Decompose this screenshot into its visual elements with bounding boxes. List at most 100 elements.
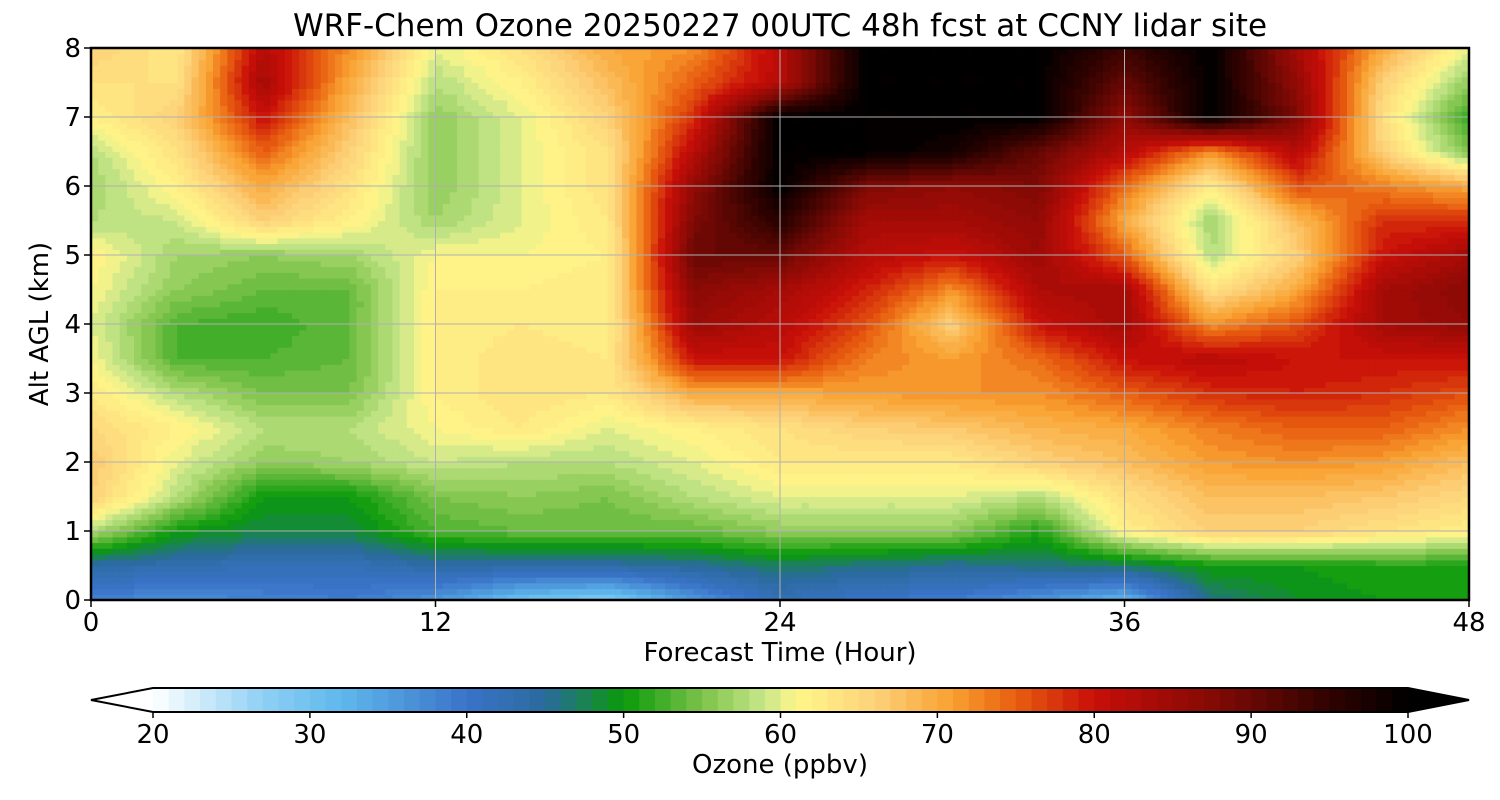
heatmap-cell xyxy=(413,577,422,584)
heatmap-cell xyxy=(148,594,157,600)
heatmap-cell xyxy=(1382,559,1391,567)
heatmap-cell xyxy=(213,496,221,503)
heatmap-cell xyxy=(715,565,724,572)
heatmap-cell xyxy=(1016,496,1025,503)
heatmap-cell xyxy=(385,450,394,457)
heatmap-cell xyxy=(1368,450,1377,457)
heatmap-cell xyxy=(1260,559,1269,567)
heatmap-cell xyxy=(1110,490,1118,498)
heatmap-cell xyxy=(801,467,810,475)
heatmap-cell xyxy=(873,525,882,532)
heatmap-cell xyxy=(256,519,264,526)
heatmap-cell xyxy=(1138,462,1147,469)
heatmap-cell xyxy=(1346,577,1355,584)
heatmap-cell xyxy=(1038,594,1047,600)
heatmap-cell xyxy=(91,559,99,567)
heatmap-cell xyxy=(428,473,437,480)
heatmap-cell xyxy=(284,525,293,532)
heatmap-cell xyxy=(557,559,566,567)
heatmap-cell xyxy=(736,525,745,532)
heatmap-cell xyxy=(256,565,264,572)
heatmap-cell xyxy=(457,479,465,486)
heatmap-cell xyxy=(823,548,831,555)
heatmap-cell xyxy=(98,467,106,475)
heatmap-cell xyxy=(485,450,494,457)
heatmap-cell xyxy=(1174,571,1183,578)
heatmap-cell xyxy=(571,490,580,498)
heatmap-cell xyxy=(1131,502,1140,509)
heatmap-cell xyxy=(758,536,767,544)
heatmap-cell xyxy=(909,525,917,532)
heatmap-cell xyxy=(794,554,803,561)
heatmap-cell xyxy=(392,548,401,555)
heatmap-cell xyxy=(119,565,128,572)
heatmap-cell xyxy=(155,548,164,555)
heatmap-cell xyxy=(313,588,322,595)
heatmap-cell xyxy=(579,594,587,600)
heatmap-cell xyxy=(1447,531,1456,538)
heatmap-cell xyxy=(801,496,810,503)
heatmap-cell xyxy=(1038,485,1047,492)
heatmap-cell xyxy=(335,513,343,521)
heatmap-cell xyxy=(284,456,293,463)
heatmap-cell xyxy=(112,496,121,503)
heatmap-cell xyxy=(399,588,408,595)
heatmap-cell xyxy=(1375,513,1384,521)
heatmap-cell xyxy=(1275,513,1283,521)
heatmap-cell xyxy=(780,559,788,567)
heatmap-cell xyxy=(1088,536,1097,544)
heatmap-cell xyxy=(442,462,451,469)
heatmap-cell xyxy=(851,513,860,521)
heatmap-cell xyxy=(320,467,329,475)
heatmap-cell xyxy=(277,554,286,561)
heatmap-cell xyxy=(457,548,465,555)
heatmap-cell xyxy=(672,508,681,515)
heatmap-cell xyxy=(1375,531,1384,538)
heatmap-cell xyxy=(327,462,336,469)
heatmap-cell xyxy=(507,594,516,600)
heatmap-cell xyxy=(657,554,666,561)
heatmap-cell xyxy=(392,531,401,538)
heatmap-cell xyxy=(213,450,221,457)
heatmap-cell xyxy=(500,473,508,480)
heatmap-cell xyxy=(1461,548,1469,555)
heatmap-cell xyxy=(471,462,480,469)
heatmap-cell xyxy=(256,490,264,498)
heatmap-cell xyxy=(586,554,594,561)
heatmap-cell xyxy=(1181,548,1190,555)
heatmap-cell xyxy=(600,548,609,555)
heatmap-cell xyxy=(1002,577,1011,584)
heatmap-cell xyxy=(636,588,645,595)
heatmap-cell xyxy=(995,519,1004,526)
heatmap-cell xyxy=(435,462,444,469)
heatmap-cell xyxy=(1009,467,1018,475)
heatmap-cell xyxy=(1131,525,1140,532)
heatmap-cell xyxy=(213,467,221,475)
heatmap-cell xyxy=(823,467,831,475)
heatmap-cell xyxy=(787,548,795,555)
heatmap-cell xyxy=(1339,536,1348,544)
heatmap-cell xyxy=(291,502,300,509)
heatmap-cell xyxy=(787,508,795,515)
heatmap-cell xyxy=(449,571,458,578)
heatmap-cell xyxy=(808,473,817,480)
heatmap-cell xyxy=(571,508,580,515)
heatmap-cell xyxy=(758,554,767,561)
heatmap-cell xyxy=(873,456,882,463)
heatmap-cell xyxy=(406,594,415,600)
heatmap-cell xyxy=(988,565,996,572)
heatmap-cell xyxy=(873,496,882,503)
heatmap-cell xyxy=(284,559,293,567)
heatmap-cell xyxy=(1246,525,1255,532)
heatmap-cell xyxy=(119,582,128,590)
heatmap-cell xyxy=(220,462,228,469)
heatmap-cell xyxy=(1016,467,1025,475)
heatmap-cell xyxy=(564,571,573,578)
heatmap-cell xyxy=(514,462,523,469)
heatmap-cell xyxy=(744,462,752,469)
heatmap-cell xyxy=(277,456,286,463)
heatmap-cell xyxy=(485,582,494,590)
heatmap-cell xyxy=(198,577,207,584)
heatmap-cell xyxy=(500,450,508,457)
heatmap-cell xyxy=(1375,548,1384,555)
